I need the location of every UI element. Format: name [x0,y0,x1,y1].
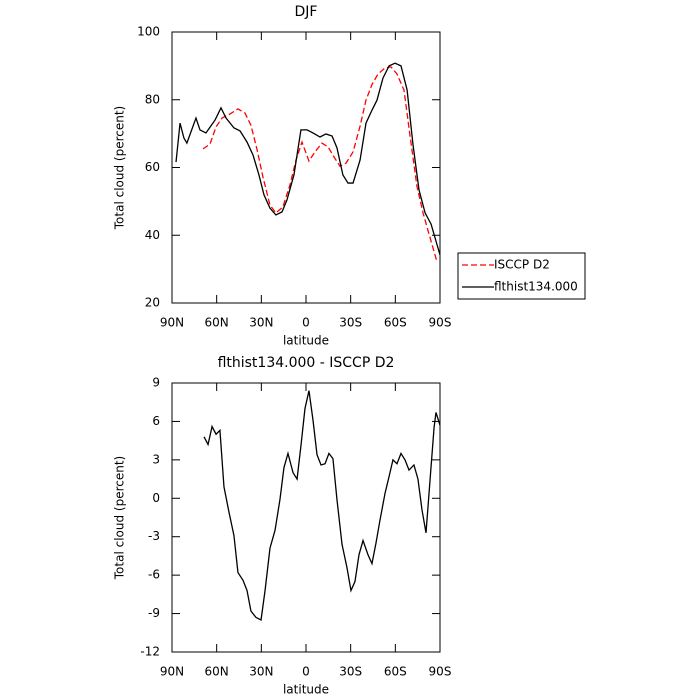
y-tick-label: 9 [152,376,160,390]
data-line [203,390,441,621]
x-tick-label: 60N [205,316,229,330]
x-tick-label: 60S [384,316,407,330]
chart-title: DJF [295,4,318,20]
y-tick-label: -9 [148,606,160,620]
y-axis-label: Total cloud (percent) [113,106,127,230]
data-line [202,66,438,263]
x-tick-label: 60N [205,665,229,679]
x-tick-label: 30N [249,316,273,330]
plot-frame [171,382,441,653]
x-axis-label: latitude [283,334,329,348]
y-tick-label: 80 [145,92,160,106]
legend-label: flthist134.000 [494,280,578,294]
x-tick-label: 0 [302,316,310,330]
legend-label: ISCCP D2 [494,258,550,272]
x-tick-label: 0 [302,665,310,679]
x-tick-label: 60S [384,665,407,679]
y-tick-label: -3 [148,529,160,543]
x-tick-label: 30S [339,665,362,679]
x-tick-label: 90N [160,665,184,679]
y-tick-label: 100 [137,25,160,39]
y-tick-label: 60 [145,160,160,174]
data-line [175,62,441,256]
chart-title: flthist134.000 - ISCCP D2 [218,355,395,371]
y-tick-label: 20 [145,296,160,310]
legend-box [457,252,586,300]
y-tick-label: 40 [145,228,160,242]
x-tick-label: 90S [429,665,452,679]
plot-frame [171,31,441,304]
y-tick-label: 0 [152,491,160,505]
y-tick-label: -6 [148,568,160,582]
y-tick-label: 6 [152,414,160,428]
x-tick-label: 90S [429,316,452,330]
x-tick-label: 90N [160,316,184,330]
y-tick-label: 3 [152,452,160,466]
x-tick-label: 30N [249,665,273,679]
x-axis-label: latitude [283,683,329,697]
x-tick-label: 30S [339,316,362,330]
y-tick-label: -12 [140,645,160,659]
y-axis-label: Total cloud (percent) [113,456,127,580]
